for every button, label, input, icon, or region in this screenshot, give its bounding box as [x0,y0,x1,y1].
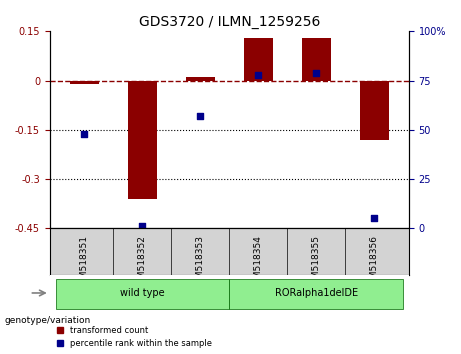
Text: wild type: wild type [120,288,165,298]
Bar [301,38,331,81]
Text: GSM518354: GSM518354 [254,235,263,290]
FancyBboxPatch shape [229,279,403,309]
Bar [360,81,389,139]
Bar [186,77,215,81]
Text: GSM518355: GSM518355 [312,235,320,290]
Legend: transformed count, percentile rank within the sample: transformed count, percentile rank withi… [55,324,213,350]
Point [370,216,378,221]
Text: GSM518356: GSM518356 [370,235,378,290]
Bar [244,38,273,81]
Text: GSM518352: GSM518352 [138,235,147,290]
Text: RORalpha1delDE: RORalpha1delDE [275,288,358,298]
Text: GSM518353: GSM518353 [196,235,205,290]
Point [313,70,320,75]
Text: genotype/variation: genotype/variation [5,316,91,325]
Point [254,72,262,78]
Point [139,223,146,229]
FancyBboxPatch shape [55,279,229,309]
Title: GDS3720 / ILMN_1259256: GDS3720 / ILMN_1259256 [139,15,320,29]
Bar [128,81,157,199]
Text: GSM518351: GSM518351 [80,235,89,290]
Point [81,131,88,137]
Bar [70,81,99,84]
Point [196,113,204,119]
